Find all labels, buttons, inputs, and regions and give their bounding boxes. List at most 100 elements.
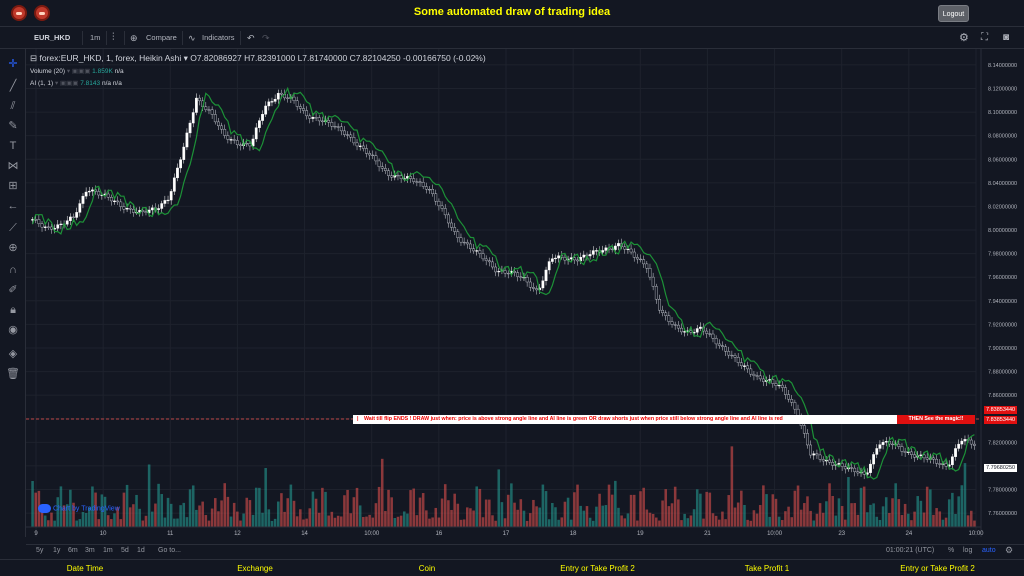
volume-bar bbox=[752, 510, 756, 527]
price-tick-label: 7.78000000 bbox=[988, 488, 1017, 494]
volume-bar bbox=[409, 490, 412, 527]
candle bbox=[516, 272, 520, 277]
candle bbox=[119, 201, 123, 207]
lock-drawing-icon[interactable]: ✐ bbox=[8, 284, 18, 296]
prediction-icon[interactable]: ⊞ bbox=[8, 180, 18, 192]
volume-bar bbox=[324, 491, 327, 527]
volume-bar bbox=[809, 510, 812, 527]
range-1y[interactable]: 1y bbox=[53, 547, 61, 554]
time-tick-label: 23 bbox=[838, 531, 845, 537]
redo-icon[interactable]: ↷ bbox=[262, 33, 270, 43]
volume-bar bbox=[919, 500, 923, 527]
price-chart[interactable]: 8.14000000 8.12000000 8.10000000 8.08000000… bbox=[26, 49, 1024, 537]
settings-icon[interactable]: ⚙ bbox=[1005, 545, 1014, 555]
crosshair-icon[interactable]: ✛ bbox=[8, 58, 18, 70]
volume-bar bbox=[299, 509, 302, 527]
indicators-icon[interactable]: ∿ bbox=[188, 33, 196, 43]
range-5d[interactable]: 5d bbox=[121, 547, 129, 554]
volume-bar bbox=[277, 501, 280, 527]
percent-toggle[interactable]: % bbox=[948, 547, 955, 554]
legend-close: C7.82104250 bbox=[349, 53, 401, 63]
candle bbox=[604, 247, 608, 251]
range-1d[interactable]: 1d bbox=[137, 547, 145, 554]
eye-icon[interactable]: ◉ bbox=[8, 324, 18, 336]
candle bbox=[226, 135, 230, 140]
volume-bar bbox=[513, 502, 516, 527]
legend-symbol[interactable]: forex:EUR_HKD, 1, forex, Heikin Ashi bbox=[39, 53, 182, 63]
ruler-icon[interactable]: ⟋ bbox=[9, 222, 17, 234]
lock-icon[interactable]: 🔒︎ bbox=[10, 304, 16, 316]
indicators-button[interactable]: Indicators bbox=[202, 33, 235, 42]
column-entry-tp2-b[interactable]: Entry or Take Profit 2 bbox=[900, 564, 975, 573]
legend-collapse-icon[interactable]: ⊟ bbox=[30, 53, 40, 63]
auto-toggle[interactable]: auto bbox=[982, 547, 996, 554]
volume-bar bbox=[878, 519, 882, 527]
trash-icon[interactable]: 🗑︎ bbox=[6, 368, 20, 380]
chart-style-icon[interactable]: ⫶ bbox=[112, 32, 115, 43]
symbol-search[interactable]: EUR_HKD bbox=[34, 33, 71, 42]
fullscreen-icon[interactable]: ⛶ bbox=[981, 32, 988, 43]
column-take-profit-1[interactable]: Take Profit 1 bbox=[744, 564, 790, 573]
volume-bar bbox=[157, 483, 160, 527]
fib-icon[interactable]: ⫽ bbox=[10, 100, 16, 112]
text-icon[interactable]: T bbox=[9, 140, 17, 152]
camera-icon[interactable]: ◙ bbox=[1003, 32, 1010, 43]
price-tick-label: 7.86000000 bbox=[988, 393, 1017, 399]
logout-button[interactable]: Logout bbox=[938, 5, 969, 22]
range-1m[interactable]: 1m bbox=[103, 547, 113, 554]
ai-label[interactable]: AI (1, 1) bbox=[30, 80, 54, 87]
volume-bar bbox=[547, 519, 551, 527]
back-arrow-icon[interactable]: ← bbox=[7, 200, 19, 212]
volume-bar bbox=[787, 506, 790, 527]
volume-bar bbox=[771, 494, 775, 527]
range-6m[interactable]: 6m bbox=[68, 547, 78, 554]
volume-bar bbox=[456, 503, 460, 527]
column-date-time[interactable]: Date Time bbox=[66, 564, 104, 573]
candle bbox=[302, 108, 305, 111]
study-controls-icon[interactable]: ▾ ▣▣▣ bbox=[66, 68, 93, 75]
settings-icon[interactable]: ⚙ bbox=[959, 32, 969, 44]
candle bbox=[973, 443, 976, 446]
volume-bar bbox=[488, 499, 491, 527]
column-exchange[interactable]: Exchange bbox=[237, 564, 273, 573]
magnet-icon[interactable]: ∩ bbox=[9, 264, 17, 276]
trend-line-icon[interactable]: ╱ bbox=[9, 80, 17, 92]
candle bbox=[365, 148, 368, 154]
range-5y[interactable]: 5y bbox=[36, 547, 44, 554]
volume-bar bbox=[368, 514, 371, 527]
column-coin[interactable]: Coin bbox=[418, 564, 436, 573]
volume-label[interactable]: Volume (20) bbox=[30, 68, 66, 75]
candle bbox=[336, 126, 340, 128]
brush-icon[interactable]: ✎ bbox=[8, 120, 18, 132]
candle bbox=[683, 331, 687, 333]
pattern-icon[interactable]: ⋈ bbox=[7, 160, 19, 172]
tradingview-watermark[interactable]: Chart by TradingView bbox=[38, 504, 120, 513]
candle bbox=[503, 270, 507, 274]
layers-icon[interactable]: ◈ bbox=[8, 348, 18, 360]
dropdown-icon[interactable]: ▾ bbox=[183, 53, 191, 63]
price-tick-label: 8.04000000 bbox=[988, 181, 1017, 187]
volume-bar bbox=[847, 477, 850, 527]
log-toggle[interactable]: log bbox=[963, 547, 973, 554]
candle bbox=[374, 155, 378, 162]
range-3m[interactable]: 3m bbox=[85, 547, 95, 554]
volume-bar bbox=[711, 513, 715, 527]
utc-clock[interactable]: 01:00:21 (UTC) bbox=[886, 547, 935, 554]
volume-bar bbox=[50, 512, 53, 527]
candle bbox=[443, 208, 447, 216]
compare-button[interactable]: Compare bbox=[146, 33, 177, 42]
zoom-in-icon[interactable]: ⊕ bbox=[8, 242, 18, 254]
goto-button[interactable]: Go to... bbox=[158, 547, 181, 554]
volume-bar bbox=[636, 520, 639, 527]
interval-selector[interactable]: 1m bbox=[90, 33, 101, 42]
column-entry-tp2[interactable]: Entry or Take Profit 2 bbox=[560, 564, 635, 573]
chart-area[interactable]: 8.14000000 8.12000000 8.10000000 8.08000000… bbox=[26, 49, 1024, 537]
compare-icon[interactable]: ⊕ bbox=[130, 33, 138, 43]
volume-bar bbox=[469, 508, 472, 527]
candle bbox=[821, 459, 825, 462]
volume-bar bbox=[960, 485, 964, 527]
candle bbox=[878, 444, 882, 449]
volume-bar bbox=[128, 507, 132, 527]
study-controls-icon[interactable]: ▾ ▣▣▣ bbox=[54, 80, 81, 87]
undo-icon[interactable]: ↶ bbox=[247, 33, 255, 43]
